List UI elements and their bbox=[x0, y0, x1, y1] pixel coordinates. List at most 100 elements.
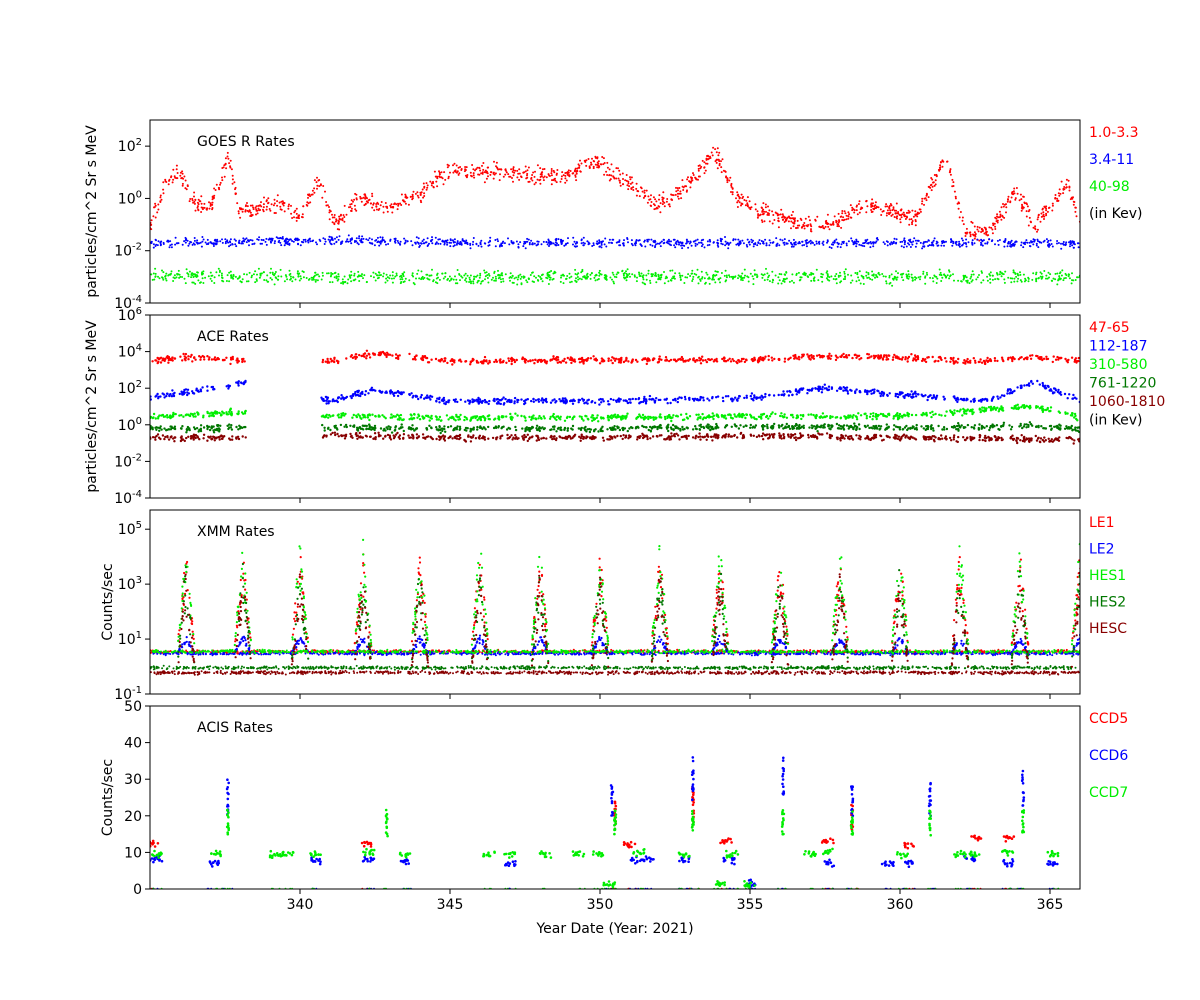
ace-point-47-65 bbox=[173, 357, 176, 360]
goes-point-1.0-3.3 bbox=[181, 182, 184, 185]
goes-point-1.0-3.3 bbox=[150, 223, 153, 226]
goes-point-40-98 bbox=[766, 272, 769, 275]
goes-point-1.0-3.3 bbox=[625, 179, 628, 182]
goes-point-40-98 bbox=[468, 281, 471, 283]
goes-point-1.0-3.3 bbox=[481, 172, 484, 175]
goes-point-1.0-3.3 bbox=[150, 219, 153, 222]
ace-point-47-65 bbox=[873, 357, 876, 360]
ace-point-112-187 bbox=[692, 399, 696, 402]
goes-point-40-98 bbox=[839, 274, 842, 277]
goes-point-40-98 bbox=[626, 274, 629, 277]
goes-point-1.0-3.3 bbox=[193, 191, 196, 194]
ace-point-47-65 bbox=[840, 355, 843, 359]
goes-point-3.4-11 bbox=[801, 244, 804, 247]
goes-point-1.0-3.3 bbox=[183, 175, 186, 178]
goes-point-1.0-3.3 bbox=[590, 163, 593, 166]
goes-point-1.0-3.3 bbox=[780, 208, 783, 211]
goes-point-3.4-11 bbox=[1028, 241, 1031, 244]
goes-point-1.0-3.3 bbox=[605, 170, 608, 173]
goes-point-40-98 bbox=[1035, 273, 1037, 276]
goes-point-1.0-3.3 bbox=[480, 172, 483, 175]
goes-point-1.0-3.3 bbox=[615, 167, 618, 170]
goes-point-3.4-11 bbox=[381, 236, 384, 239]
goes-point-40-98 bbox=[582, 275, 585, 278]
goes-point-40-98 bbox=[737, 274, 740, 277]
goes-point-3.4-11 bbox=[659, 245, 662, 248]
goes-point-3.4-11 bbox=[1009, 245, 1012, 248]
goes-point-40-98 bbox=[472, 282, 475, 285]
goes-point-3.4-11 bbox=[1025, 239, 1028, 242]
goes-point-1.0-3.3 bbox=[520, 175, 522, 178]
goes-point-40-98 bbox=[311, 278, 314, 281]
goes-point-40-98 bbox=[843, 272, 846, 275]
goes-point-1.0-3.3 bbox=[896, 217, 898, 220]
goes-point-3.4-11 bbox=[430, 240, 433, 243]
goes-point-3.4-11 bbox=[751, 241, 753, 244]
goes-point-1.0-3.3 bbox=[608, 179, 611, 182]
goes-point-3.4-11 bbox=[940, 240, 943, 243]
goes-point-40-98 bbox=[771, 281, 774, 284]
ace-point-112-187 bbox=[708, 399, 711, 402]
goes-point-40-98 bbox=[976, 276, 979, 279]
goes-point-3.4-11 bbox=[270, 241, 272, 244]
goes-point-1.0-3.3 bbox=[507, 173, 510, 176]
goes-point-40-98 bbox=[849, 281, 852, 284]
goes-point-40-98 bbox=[1070, 282, 1073, 285]
goes-point-1.0-3.3 bbox=[724, 170, 727, 173]
ace-point-47-65 bbox=[798, 358, 801, 361]
goes-point-40-98 bbox=[472, 280, 475, 283]
goes-point-40-98 bbox=[408, 279, 411, 282]
goes-point-3.4-11 bbox=[1033, 240, 1036, 243]
ace-point-47-65 bbox=[391, 354, 394, 357]
goes-point-40-98 bbox=[708, 282, 711, 285]
ace-point-112-187 bbox=[962, 399, 966, 402]
goes-point-40-98 bbox=[785, 277, 788, 280]
goes-point-40-98 bbox=[541, 273, 544, 276]
goes-point-40-98 bbox=[502, 277, 504, 280]
ace-point-47-65 bbox=[764, 355, 767, 358]
goes-point-1.0-3.3 bbox=[1027, 224, 1030, 227]
ace-point-47-65 bbox=[425, 356, 429, 360]
goes-point-40-98 bbox=[164, 274, 167, 277]
goes-point-40-98 bbox=[697, 276, 700, 279]
goes-point-40-98 bbox=[686, 276, 689, 279]
goes-point-1.0-3.3 bbox=[403, 200, 406, 203]
goes-point-1.0-3.3 bbox=[808, 219, 811, 222]
goes-point-1.0-3.3 bbox=[818, 225, 821, 228]
goes-point-40-98 bbox=[245, 273, 248, 276]
goes-point-1.0-3.3 bbox=[510, 168, 513, 171]
goes-point-3.4-11 bbox=[696, 243, 699, 246]
goes-point-1.0-3.3 bbox=[851, 209, 854, 212]
goes-point-40-98 bbox=[252, 273, 255, 276]
ace-point-112-187 bbox=[600, 401, 603, 404]
goes-point-3.4-11 bbox=[417, 237, 420, 240]
ace-point-47-65 bbox=[326, 357, 329, 361]
goes-point-1.0-3.3 bbox=[925, 199, 928, 202]
goes-point-1.0-3.3 bbox=[675, 186, 677, 189]
ace-point-112-187 bbox=[737, 397, 740, 400]
goes-point-1.0-3.3 bbox=[781, 218, 784, 221]
goes-point-1.0-3.3 bbox=[790, 214, 793, 217]
goes-point-1.0-3.3 bbox=[1005, 206, 1008, 209]
goes-point-40-98 bbox=[1019, 279, 1022, 282]
goes-point-3.4-11 bbox=[789, 241, 792, 244]
ace-point-47-65 bbox=[333, 356, 336, 359]
goes-point-40-98 bbox=[674, 272, 677, 275]
goes-point-3.4-11 bbox=[872, 245, 875, 248]
ace-point-47-65 bbox=[783, 357, 787, 360]
ace-point-112-187 bbox=[986, 399, 989, 402]
goes-point-40-98 bbox=[270, 267, 272, 270]
goes-point-1.0-3.3 bbox=[446, 163, 449, 166]
goes-point-1.0-3.3 bbox=[575, 170, 578, 173]
goes-point-1.0-3.3 bbox=[251, 204, 254, 207]
goes-point-40-98 bbox=[574, 279, 577, 282]
goes-point-40-98 bbox=[667, 280, 670, 283]
goes-point-40-98 bbox=[635, 280, 638, 283]
goes-point-1.0-3.3 bbox=[585, 159, 588, 162]
goes-point-3.4-11 bbox=[275, 236, 278, 239]
goes-point-1.0-3.3 bbox=[870, 211, 873, 213]
ace-point-112-187 bbox=[408, 393, 411, 396]
ace-point-47-65 bbox=[877, 355, 881, 358]
goes-point-1.0-3.3 bbox=[679, 192, 682, 195]
ace-point-47-65 bbox=[385, 354, 388, 357]
